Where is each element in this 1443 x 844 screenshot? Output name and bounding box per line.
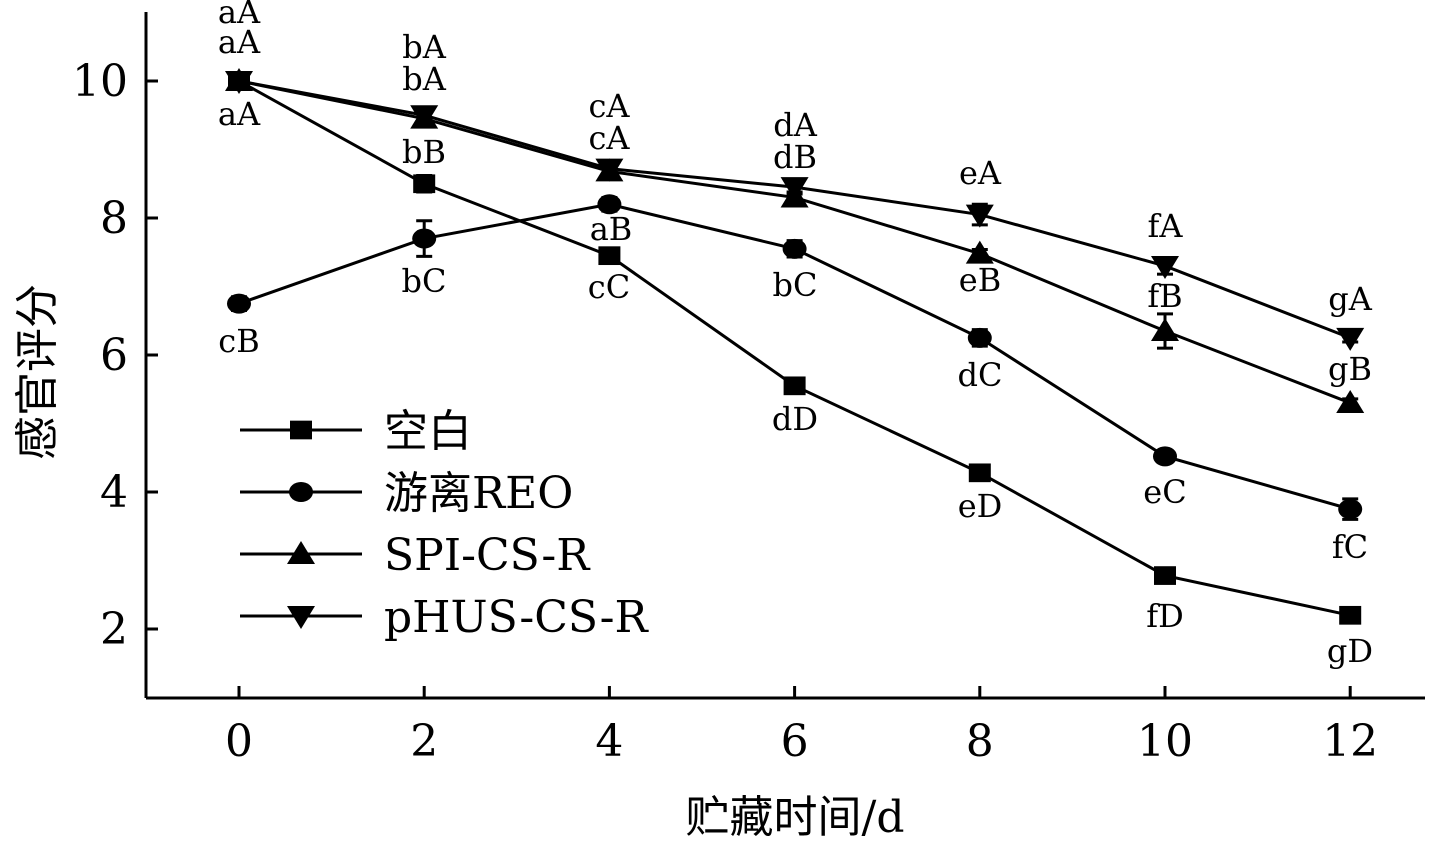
significance-label: gA: [1328, 280, 1372, 318]
legend-item-2: SPI-CS-R: [240, 530, 591, 581]
significance-label: bC: [402, 262, 447, 300]
x-tick-label: 10: [1137, 716, 1193, 767]
data-point: [1338, 499, 1363, 520]
significance-label: gD: [1327, 632, 1373, 670]
significance-label: fD: [1146, 597, 1184, 635]
y-tick-label: 10: [72, 56, 128, 107]
significance-label: bA: [402, 28, 446, 66]
significance-label: bC: [773, 266, 818, 304]
significance-label: dC: [958, 356, 1003, 394]
data-point: [968, 463, 991, 483]
y-tick-label: 6: [100, 330, 128, 381]
data-point: [1336, 389, 1365, 413]
x-tick-label: 12: [1322, 716, 1378, 767]
data-point: [410, 105, 439, 129]
data-point: [413, 174, 436, 194]
y-tick-label: 4: [100, 467, 128, 518]
x-tick-label: 6: [781, 716, 809, 767]
legend-marker: [287, 541, 315, 564]
data-point: [965, 204, 994, 228]
data-point: [412, 228, 437, 249]
data-point: [598, 246, 621, 266]
significance-label: aB: [590, 210, 633, 248]
y-tick-label: 2: [100, 604, 128, 655]
significance-label: dA: [773, 106, 817, 144]
data-point: [1336, 327, 1365, 351]
x-axis-title: 贮藏时间/d: [686, 792, 905, 843]
significance-label: eA: [959, 154, 1002, 192]
significance-label: aA: [218, 0, 261, 31]
legend-label: 空白: [384, 406, 472, 457]
significance-label: fA: [1148, 207, 1184, 245]
data-point: [597, 194, 622, 215]
y-tick-label: 8: [100, 193, 128, 244]
data-point: [1339, 605, 1362, 625]
data-point: [1151, 255, 1179, 279]
x-tick-label: 0: [225, 716, 253, 767]
significance-labels: bB cC dD eD fD gD cB bC aB bC dC eC fC aA bA cA dB eB fB gB…: [218, 0, 1373, 670]
x-tick-label: 8: [966, 716, 994, 767]
significance-label: aA: [218, 95, 261, 133]
series-layer: [225, 68, 1365, 625]
legend-item-3: pHUS-CS-R: [240, 592, 650, 643]
significance-label: cA: [588, 119, 630, 157]
data-point: [782, 238, 807, 259]
legend-marker: [289, 482, 313, 502]
series-3: [225, 71, 1365, 351]
significance-label: bA: [402, 60, 446, 98]
significance-label: fC: [1332, 528, 1368, 566]
significance-label: eC: [1143, 473, 1186, 511]
significance-label: gB: [1328, 350, 1372, 388]
data-point: [1153, 446, 1177, 467]
data-point: [780, 177, 809, 201]
data-point: [1151, 318, 1179, 342]
significance-label: eD: [958, 487, 1003, 525]
significance-label: cA: [588, 87, 630, 125]
data-point: [1154, 566, 1176, 585]
data-point: [225, 71, 253, 94]
significance-label: dD: [772, 400, 818, 438]
legend-label: 游离REO: [384, 468, 573, 519]
significance-label: aA: [218, 23, 261, 61]
legend-item-0: 空白: [240, 406, 472, 457]
series-1: [227, 194, 1363, 521]
data-point: [783, 376, 806, 396]
axes: 2 4 6 8 10 0 2 4 6 8 10 12: [72, 12, 1425, 767]
data-point: [595, 158, 624, 182]
significance-label: eB: [959, 261, 1001, 299]
series-0: [228, 71, 1362, 625]
data-point: [227, 293, 251, 314]
data-point: [965, 240, 994, 264]
significance-label: fB: [1147, 277, 1182, 315]
legend-label: SPI-CS-R: [384, 530, 591, 581]
legend-marker: [287, 606, 315, 629]
significance-label: cC: [588, 268, 630, 306]
data-point: [967, 327, 992, 348]
legend-label: pHUS-CS-R: [384, 592, 650, 643]
legend-marker: [290, 420, 312, 440]
x-tick-label: 4: [595, 716, 623, 767]
x-tick-label: 2: [410, 716, 438, 767]
legend-item-1: 游离REO: [240, 468, 573, 519]
y-axis-title: 感官评分: [12, 284, 63, 460]
significance-label: cB: [218, 322, 259, 360]
significance-label: bB: [402, 133, 446, 171]
significance-label: dB: [773, 138, 817, 176]
